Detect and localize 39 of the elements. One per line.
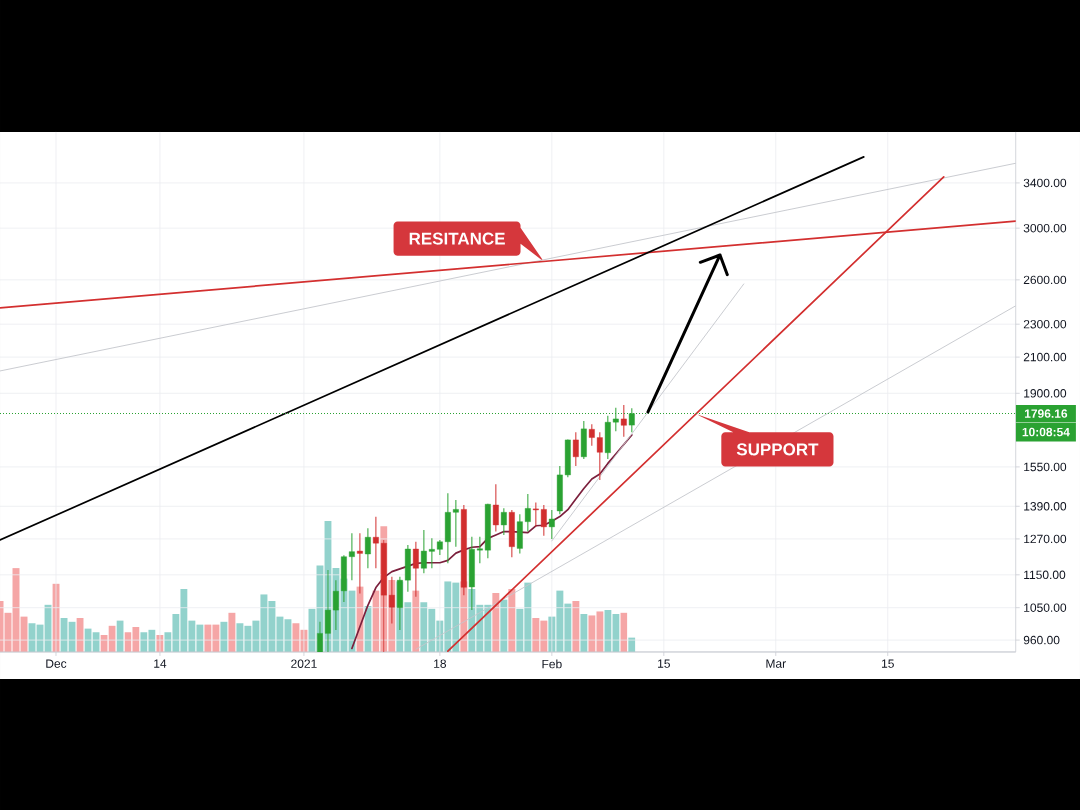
x-tick-label: 15 xyxy=(881,659,894,668)
candlestick xyxy=(620,404,627,438)
candlestick xyxy=(348,532,355,581)
x-tick-label: 14 xyxy=(154,659,167,668)
candlestick xyxy=(500,507,507,536)
y-tick-label: 2100.00 xyxy=(1023,352,1067,362)
x-tick-label: Mar xyxy=(766,659,786,668)
bar xyxy=(532,617,540,652)
candlestick xyxy=(548,509,555,540)
x-tick-label: 18 xyxy=(434,659,447,668)
bar xyxy=(228,612,236,652)
y-tick-label: 1270.00 xyxy=(1024,534,1067,544)
candlestick xyxy=(452,499,459,548)
y-tick-label: 1050.00 xyxy=(1024,603,1067,612)
bar xyxy=(500,599,508,652)
candlestick xyxy=(572,431,579,467)
y-tick-label: 2600.00 xyxy=(1023,275,1067,285)
text: 10:08:54 xyxy=(1022,427,1070,437)
candlestick xyxy=(428,537,435,569)
x-tick-label: Dec xyxy=(46,659,67,668)
y-tick-label: 1390.00 xyxy=(1024,502,1067,511)
y-tick-label: 960.00 xyxy=(1023,635,1060,645)
x-tick-label: 2021 xyxy=(291,659,317,668)
x-tick-label: Feb xyxy=(542,659,562,669)
annotation: RESITANCE xyxy=(409,232,505,245)
ref-line-label: 1796.16 xyxy=(1024,409,1068,418)
y-tick-label: 1150.00 xyxy=(1024,570,1066,580)
x-tick-label: 15 xyxy=(658,659,670,668)
candlestick xyxy=(372,516,379,569)
y-tick-label: 1900.00 xyxy=(1024,389,1067,398)
candlestick xyxy=(364,527,371,569)
bar xyxy=(220,621,228,652)
y-tick-label: 3400.00 xyxy=(1023,178,1067,188)
annotation: SUPPORT xyxy=(736,443,819,456)
y-tick-label: 1550.00 xyxy=(1024,462,1067,472)
candlestick xyxy=(492,483,499,533)
y-tick-label: 3000.00 xyxy=(1023,223,1067,233)
candlestick xyxy=(420,529,427,574)
y-tick-label: 2300.00 xyxy=(1023,319,1067,329)
